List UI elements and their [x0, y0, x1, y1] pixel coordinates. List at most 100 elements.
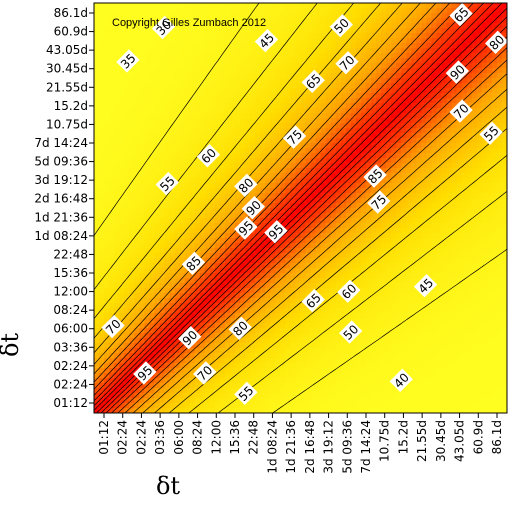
heatmap-cell	[99, 28, 105, 34]
heatmap-cell	[169, 33, 176, 39]
heatmap-cell	[250, 98, 256, 104]
heatmap-cell	[386, 78, 392, 84]
heatmap-cell	[386, 303, 392, 309]
heatmap-cell	[109, 108, 115, 114]
heatmap-cell	[481, 53, 488, 59]
heatmap-cell	[250, 158, 256, 164]
heatmap-cell	[139, 138, 145, 144]
heatmap-cell	[325, 298, 332, 304]
heatmap-cell	[471, 233, 478, 239]
heatmap-cell	[466, 88, 473, 94]
heatmap-cell	[260, 268, 266, 274]
heatmap-cell	[229, 233, 236, 239]
heatmap-cell	[159, 133, 166, 139]
heatmap-cell	[270, 173, 276, 179]
heatmap-cell	[421, 188, 428, 194]
heatmap-cell	[154, 73, 161, 79]
heatmap-cell	[189, 63, 196, 69]
heatmap-cell	[386, 208, 392, 214]
heatmap-cell	[330, 228, 337, 234]
heatmap-cell	[255, 253, 261, 259]
heatmap-cell	[295, 283, 302, 289]
heatmap-cell	[169, 288, 176, 294]
heatmap-cell	[471, 193, 478, 199]
heatmap-cell	[325, 3, 332, 9]
heatmap-cell	[436, 118, 443, 124]
heatmap-cell	[300, 233, 307, 239]
heatmap-cell	[376, 188, 382, 194]
heatmap-cell	[134, 173, 140, 179]
heatmap-cell	[204, 183, 211, 189]
heatmap-cell	[421, 83, 428, 89]
heatmap-cell	[486, 63, 493, 69]
heatmap-cell	[159, 163, 166, 169]
heatmap-cell	[214, 18, 221, 24]
heatmap-cell	[325, 138, 332, 144]
heatmap-cell	[134, 33, 140, 39]
heatmap-cell	[179, 218, 186, 224]
heatmap-cell	[406, 283, 412, 289]
heatmap-cell	[280, 113, 286, 119]
heatmap-cell	[325, 283, 332, 289]
heatmap-cell	[441, 143, 448, 149]
heatmap-cell	[235, 33, 241, 39]
heatmap-cell	[325, 263, 332, 269]
heatmap-cell	[345, 133, 352, 139]
heatmap-cell	[154, 258, 161, 264]
heatmap-cell	[441, 223, 448, 229]
heatmap-cell	[355, 53, 362, 59]
heatmap-cell	[159, 238, 166, 244]
heatmap-cell	[99, 303, 105, 309]
heatmap-cell	[199, 218, 206, 224]
heatmap-cell	[315, 248, 322, 254]
heatmap-cell	[491, 178, 498, 184]
heatmap-cell	[320, 158, 327, 164]
heatmap-cell	[365, 163, 372, 169]
heatmap-cell	[360, 173, 367, 179]
heatmap-cell	[270, 273, 276, 279]
heatmap-cell	[174, 178, 181, 184]
heatmap-cell	[219, 73, 226, 79]
heatmap-cell	[406, 188, 412, 194]
heatmap-cell	[124, 48, 130, 54]
heatmap-cell	[396, 188, 402, 194]
heatmap-cell	[280, 158, 286, 164]
heatmap-cell	[174, 63, 181, 69]
heatmap-cell	[406, 88, 412, 94]
heatmap-cell	[255, 43, 261, 49]
heatmap-cell	[285, 188, 292, 194]
heatmap-cell	[381, 188, 387, 194]
heatmap-cell	[360, 228, 367, 234]
heatmap-cell	[290, 118, 297, 124]
heatmap-cell	[401, 28, 407, 34]
heatmap-cell	[320, 118, 327, 124]
heatmap-cell	[340, 228, 347, 234]
heatmap-cell	[109, 198, 115, 204]
heatmap-cell	[224, 228, 231, 234]
heatmap-cell	[119, 43, 125, 49]
heatmap-cell	[139, 118, 145, 124]
heatmap-cell	[219, 113, 226, 119]
heatmap-cell	[285, 123, 292, 129]
heatmap-cell	[330, 148, 337, 154]
heatmap-cell	[114, 183, 120, 189]
heatmap-cell	[189, 128, 196, 134]
heatmap-cell	[416, 223, 422, 229]
heatmap-cell	[371, 208, 377, 214]
heatmap-cell	[411, 233, 417, 239]
heatmap-cell	[250, 58, 256, 64]
heatmap-cell	[204, 303, 211, 309]
heatmap-cell	[471, 178, 478, 184]
heatmap-cell	[421, 148, 428, 154]
heatmap-cell	[184, 268, 191, 274]
heatmap-cell	[194, 213, 201, 219]
heatmap-cell	[471, 263, 478, 269]
heatmap-cell	[129, 88, 135, 94]
heatmap-cell	[406, 73, 412, 79]
heatmap-cell	[426, 158, 433, 164]
heatmap-cell	[365, 68, 372, 74]
heatmap-cell	[270, 108, 276, 114]
heatmap-cell	[396, 283, 402, 289]
heatmap-cell	[365, 253, 372, 259]
heatmap-cell	[381, 33, 387, 39]
